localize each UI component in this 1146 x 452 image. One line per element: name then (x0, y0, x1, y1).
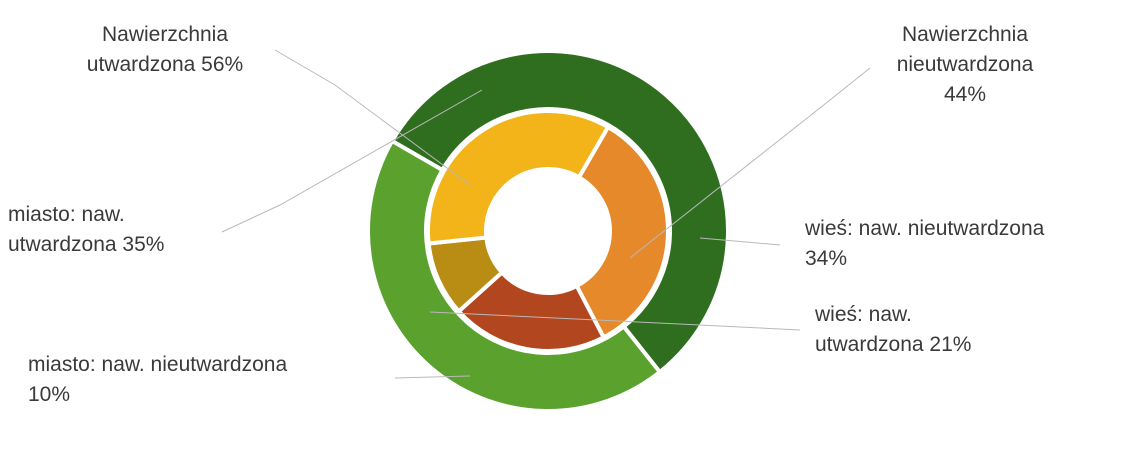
leader-village-paved (429, 311, 801, 331)
leader-village-unpaved (699, 237, 781, 246)
label-city-unpaved-line-2: 10% (28, 383, 71, 406)
leader-outer-paved (274, 49, 471, 186)
label-city-unpaved: miasto: naw. nieutwardzona 10% (28, 350, 388, 410)
label-city-paved-line-1: miasto: naw. (8, 203, 125, 226)
label-village-paved-line-2: utwardzona 21% (815, 333, 972, 356)
label-outer-paved: Nawierzchnia utwardzona 56% (50, 20, 280, 80)
label-village-unpaved-line-1: wieś: naw. nieutwardzona (805, 217, 1045, 240)
label-village-paved: wieś: naw. utwardzona 21% (815, 300, 1115, 360)
leader-city-paved (221, 89, 483, 233)
label-outer-paved-line-2: utwardzona 56% (86, 53, 244, 76)
label-city-paved: miasto: naw. utwardzona 35% (8, 200, 268, 260)
leader-lines (221, 49, 871, 379)
label-outer-unpaved: Nawierzchnia nieutwardzona 44% (850, 20, 1080, 110)
label-village-unpaved-line-2: 34% (805, 247, 848, 270)
label-village-paved-line-1: wieś: naw. (815, 303, 912, 326)
leader-outer-unpaved (629, 67, 871, 259)
donut-hole (486, 169, 610, 293)
label-city-paved-line-2: utwardzona 35% (8, 233, 165, 256)
label-outer-unpaved-line-2: nieutwardzona (896, 53, 1034, 76)
label-city-unpaved-line-1: miasto: naw. nieutwardzona (28, 353, 288, 376)
leader-city-unpaved (394, 375, 471, 379)
label-outer-unpaved-line-1: Nawierzchnia (901, 23, 1029, 46)
label-village-unpaved: wieś: naw. nieutwardzona 34% (805, 214, 1135, 274)
label-outer-paved-line-1: Nawierzchnia (101, 23, 229, 46)
label-outer-unpaved-line-3: 44% (943, 83, 987, 106)
